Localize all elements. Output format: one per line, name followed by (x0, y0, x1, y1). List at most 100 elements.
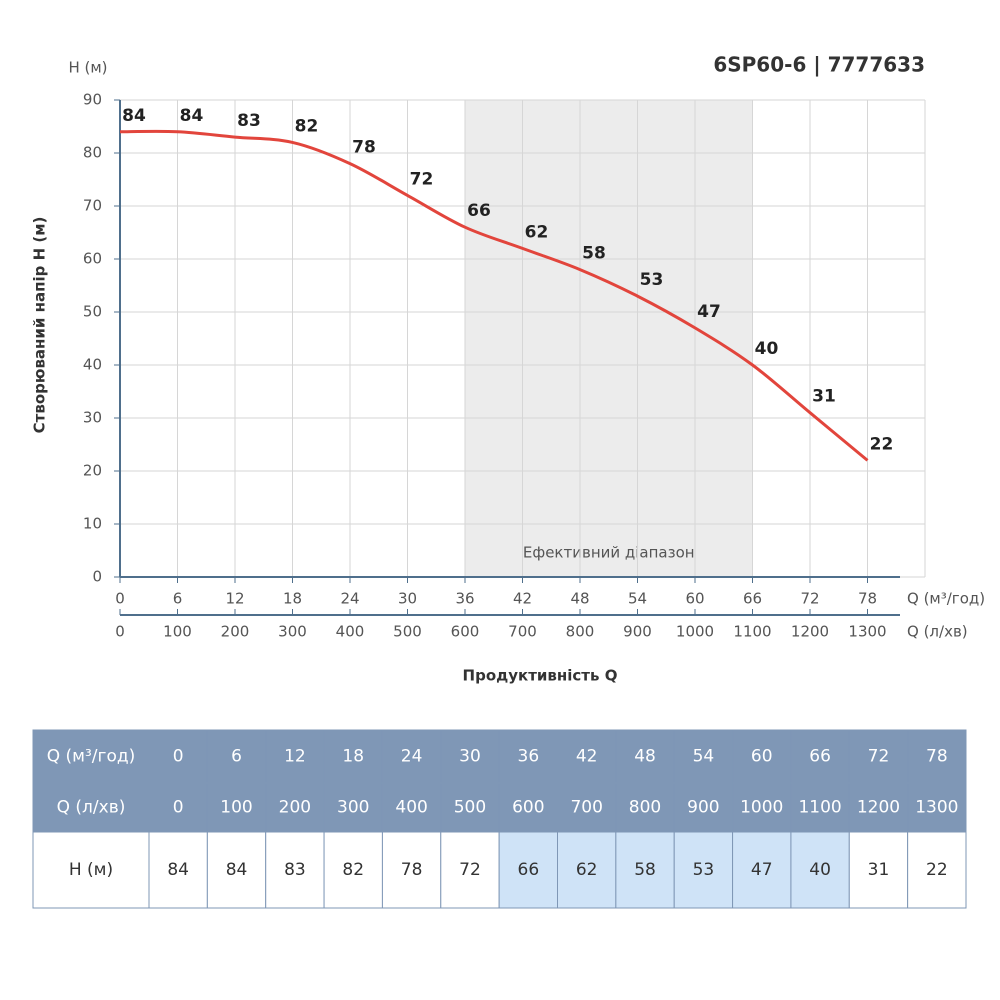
table-value: 40 (809, 860, 831, 880)
row-header: Q (м³/год) (47, 747, 136, 767)
table-value: 48 (634, 747, 656, 767)
table-value: 0 (173, 798, 184, 818)
table-value: 47 (751, 860, 773, 880)
y-tick-label: 20 (83, 462, 102, 480)
table-value: 54 (693, 747, 715, 767)
x2-tick-label: 600 (451, 623, 480, 641)
y-tick-label: 90 (83, 91, 102, 109)
line (119, 129, 869, 462)
x2-tick-label: 400 (336, 623, 365, 641)
x-tick-label: 54 (628, 590, 647, 608)
y-tick-label: 70 (83, 197, 102, 215)
table-value: 78 (401, 860, 423, 880)
table-value: 1300 (915, 798, 958, 818)
table-value: 1200 (857, 798, 900, 818)
table-cell (206, 729, 267, 784)
x-tick-label: 42 (513, 590, 532, 608)
table-value: 6 (231, 747, 242, 767)
y-tick-label: 10 (83, 515, 102, 533)
table-cell (440, 729, 500, 784)
x2-tick-label: 200 (221, 623, 250, 641)
x-tick-label: 18 (283, 590, 302, 608)
table-cell (265, 729, 325, 784)
data-label: 58 (582, 244, 606, 264)
table-value: 500 (454, 798, 486, 818)
x2-tick-label: 800 (566, 623, 595, 641)
table-cell (498, 729, 558, 784)
table-value: 84 (167, 860, 189, 880)
table-value: 800 (629, 798, 661, 818)
table-cell (323, 782, 383, 833)
table-value: 24 (401, 747, 423, 767)
table-value: 66 (518, 860, 540, 880)
y-tick-label: 80 (83, 144, 102, 162)
x2-unit: Q (л/хв) (907, 623, 968, 641)
x-tick-label: 30 (398, 590, 417, 608)
data-label: 72 (410, 169, 434, 189)
table-value: 62 (576, 860, 598, 880)
table-cell (440, 831, 500, 909)
table-value: 42 (576, 747, 598, 767)
table-cell (148, 831, 208, 909)
x-tick-label: 6 (173, 590, 183, 608)
table-value: 53 (693, 860, 715, 880)
table-cell (557, 729, 617, 784)
row-header: H (м) (69, 860, 113, 880)
x-tick-label: 72 (800, 590, 819, 608)
data-label: 82 (295, 116, 319, 136)
table-cell (148, 729, 208, 784)
table-cell (907, 782, 967, 833)
table-value: 82 (342, 860, 364, 880)
x-tick-label: 24 (340, 590, 359, 608)
table-cell (32, 831, 150, 909)
table-cell (265, 831, 325, 909)
table-cell (323, 831, 383, 909)
x-tick-label: 0 (115, 590, 125, 608)
table-value: 22 (926, 860, 948, 880)
data-label: 31 (812, 387, 836, 407)
table-value: 600 (512, 798, 544, 818)
x2-tick-label: 700 (508, 623, 537, 641)
table-cell (848, 729, 909, 784)
table-value: 30 (459, 747, 481, 767)
y-tick-label: 30 (83, 409, 102, 427)
y-tick-label: 60 (83, 250, 102, 268)
data-label: 22 (870, 434, 894, 454)
table-cell (615, 729, 675, 784)
x-tick-label: 48 (570, 590, 589, 608)
table-value: 60 (751, 747, 773, 767)
x-axis-label: Продуктивність Q (463, 667, 618, 685)
table-cell (907, 729, 967, 784)
table-value: 31 (868, 860, 890, 880)
efficient-range-label: Ефективний діапазон (523, 544, 695, 562)
x2-tick-label: 100 (163, 623, 192, 641)
table-cell (848, 831, 909, 909)
table-cell (673, 729, 734, 784)
table-value: 72 (868, 747, 890, 767)
table-value: 700 (570, 798, 602, 818)
data-label: 84 (180, 106, 204, 126)
table-value: 18 (342, 747, 364, 767)
table-cell (732, 831, 792, 909)
x2-tick-label: 1200 (791, 623, 829, 641)
x-tick-label: 12 (225, 590, 244, 608)
table-cell (790, 831, 850, 909)
table-value: 66 (809, 747, 831, 767)
table-value: 300 (337, 798, 369, 818)
table-value: 100 (220, 798, 252, 818)
x2-tick-label: 1100 (733, 623, 771, 641)
table-cell (381, 729, 442, 784)
table-cell (32, 729, 150, 784)
table-cell (32, 782, 150, 833)
y-axis-label: Створюваний напір H (м) (31, 217, 49, 434)
data-label: 78 (352, 138, 376, 158)
data-label: 62 (525, 222, 549, 242)
table-cell (907, 831, 967, 909)
table-cell (790, 782, 850, 833)
chart-title: 6SP60-6 | 7777633 (713, 53, 925, 77)
table-value: 84 (226, 860, 248, 880)
table-cell (673, 782, 734, 833)
row-header: Q (л/хв) (57, 798, 126, 818)
